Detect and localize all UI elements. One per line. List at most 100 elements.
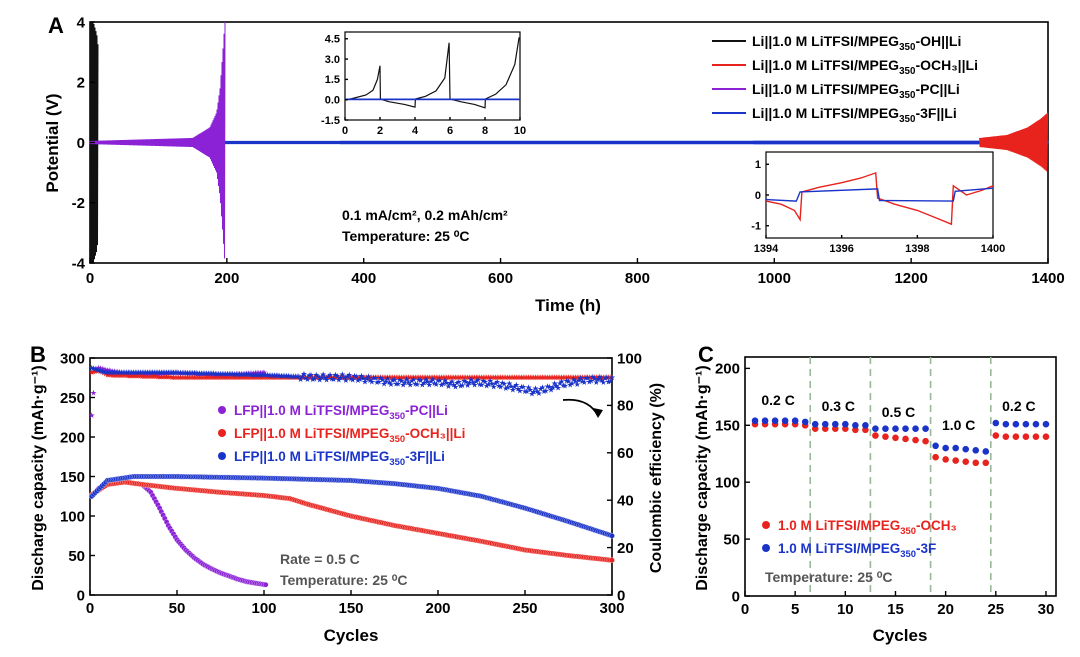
b-ce-marker-pc: ★: [243, 369, 250, 378]
b-ce-marker-f3: ★: [575, 376, 582, 385]
b-ce-marker-och3: ★: [593, 373, 600, 382]
panel-a-y-tick-label: 0: [77, 135, 85, 152]
b-ce-marker-f3: ★: [273, 371, 280, 380]
b-ce-marker-och3: ★: [255, 373, 262, 382]
b-ce-marker-f3: ★: [189, 369, 196, 378]
b-ce-marker-f3: ★: [193, 369, 200, 378]
b-ce-marker-och3: ★: [252, 373, 259, 382]
b-ce-marker-och3: ★: [313, 373, 320, 382]
b-ce-marker-f3: ★: [163, 368, 170, 377]
b-ce-marker-f3: ★: [337, 374, 344, 383]
panel-b-y-ticks: 0 50 100 150 200 250 300: [60, 350, 95, 604]
c-marker-och3: [902, 435, 909, 443]
b-ce-marker-f3: ★: [309, 375, 316, 384]
b-ce-marker-f3: ★: [370, 374, 377, 383]
b-ce-marker-f3: ★: [424, 378, 431, 387]
inset1-y-tick-label: -1.5: [321, 115, 340, 127]
b-ce-marker-och3: ★: [560, 373, 567, 382]
b-ce-marker-pc: ★: [212, 370, 219, 379]
b-ce-marker-f3: ★: [377, 374, 384, 383]
b-ce-marker-pc: ★: [104, 366, 111, 375]
b-ce-marker-och3: ★: [426, 373, 433, 382]
b-ce-marker-och3: ★: [584, 373, 591, 382]
b-ce-marker-f3: ★: [314, 372, 321, 381]
b-ce-marker-f3: ★: [561, 381, 568, 390]
b-ce-marker-och3: ★: [546, 373, 553, 382]
b-ce-marker-f3: ★: [224, 370, 231, 379]
inset2-x-tick-label: 1394: [754, 243, 779, 255]
b-ce-marker-pc: ★: [97, 364, 104, 373]
b-ce-marker-och3: ★: [434, 373, 441, 382]
b-ce-marker-pc: ★: [189, 369, 196, 378]
b-ce-marker-f3: ★: [445, 382, 452, 391]
b-ce-marker-f3: ★: [128, 368, 135, 377]
b-ce-marker-f3: ★: [379, 376, 386, 385]
panel-b-x-tick-label: 200: [425, 600, 450, 617]
b-ce-marker-och3: ★: [170, 373, 177, 382]
b-ce-marker-f3: ★: [114, 368, 121, 377]
panel-c-y-tick-label: 0: [732, 588, 740, 605]
b-ce-marker-och3: ★: [601, 373, 608, 382]
c-marker-f3: [942, 444, 949, 452]
b-ce-marker-pc: ★: [88, 411, 95, 420]
b-ce-marker-och3: ★: [467, 373, 474, 382]
b-ce-marker-f3: ★: [570, 375, 577, 384]
b-ce-marker-och3: ★: [459, 373, 466, 382]
b-ce-marker-och3: ★: [579, 373, 586, 382]
b-ce-marker-och3: ★: [361, 373, 368, 382]
c-marker-f3: [1032, 420, 1040, 428]
b-ce-marker-och3: ★: [328, 373, 335, 382]
b-ce-marker-och3: ★: [104, 371, 111, 380]
b-ce-marker-och3: ★: [422, 373, 429, 382]
b-ce-marker-och3: ★: [90, 368, 97, 377]
b-ce-marker-och3: ★: [208, 373, 215, 382]
b-ce-marker-och3: ★: [276, 373, 283, 382]
panel-a-x-ticks: 0 200 400 600 800 1000 1200 1400: [86, 258, 1065, 287]
b-ce-marker-pc: ★: [233, 370, 240, 379]
b-ce-marker-f3: ★: [419, 380, 426, 389]
b-capacity-marker-och3: [609, 557, 615, 563]
b-ce-marker-och3: ★: [300, 373, 307, 382]
b-ce-marker-f3: ★: [146, 368, 153, 377]
b-ce-marker-f3: ★: [234, 370, 241, 379]
panel-b-y-tick-label: 0: [77, 587, 85, 604]
b-ce-marker-f3: ★: [259, 371, 266, 380]
b-ce-marker-och3: ★: [278, 373, 285, 382]
panel-a-legend-och3-label: Li||1.0 M LiTFSI/MPEG350-OCH₃||Li: [752, 57, 978, 77]
b-ce-marker-och3: ★: [146, 372, 153, 381]
b-ce-marker-och3: ★: [158, 372, 165, 381]
b-ce-marker-och3: ★: [594, 373, 601, 382]
b-ce-marker-f3: ★: [480, 376, 487, 385]
inset1-y-tick-label: 3.0: [325, 54, 340, 66]
b-ce-marker-f3: ★: [414, 380, 421, 389]
c-rate-label: 0.2 C: [1002, 398, 1035, 414]
b-ce-marker-och3: ★: [163, 373, 170, 382]
b-ce-marker-och3: ★: [351, 373, 358, 382]
b-ce-marker-och3: ★: [553, 373, 560, 382]
c-marker-och3: [1002, 433, 1010, 440]
b-ce-marker-pc: ★: [231, 370, 238, 379]
b-ce-marker-f3: ★: [520, 382, 527, 391]
b-ce-marker-pc: ★: [137, 370, 144, 379]
b-ce-marker-och3: ★: [168, 373, 175, 382]
b-ce-marker-och3: ★: [454, 373, 461, 382]
b-ce-marker-f3: ★: [283, 372, 290, 381]
inset2-trace-och3: [765, 171, 994, 226]
b-ce-marker-f3: ★: [467, 375, 474, 384]
b-ce-marker-f3: ★: [534, 387, 541, 396]
b-ce-marker-f3: ★: [567, 381, 574, 390]
b-ce-marker-f3: ★: [222, 370, 229, 379]
b-ce-marker-f3: ★: [119, 368, 126, 377]
b-ce-marker-f3: ★: [236, 370, 243, 379]
b-ce-marker-och3: ★: [561, 373, 568, 382]
b-ce-marker-och3: ★: [123, 371, 130, 380]
b-ce-marker-och3: ★: [333, 373, 340, 382]
b-ce-marker-f3: ★: [598, 376, 605, 385]
b-ce-marker-f3: ★: [104, 368, 111, 377]
panel-c-legend: 1.0 M LiTFSI/MPEG350-OCH₃ 1.0 M LiTFSI/MP…: [762, 518, 957, 560]
c-marker-f3: [882, 425, 889, 433]
b-ce-marker-och3: ★: [92, 367, 99, 376]
b-ce-marker-f3: ★: [130, 368, 137, 377]
b-ce-marker-pc: ★: [236, 370, 243, 379]
b-ce-marker-och3: ★: [367, 373, 374, 382]
